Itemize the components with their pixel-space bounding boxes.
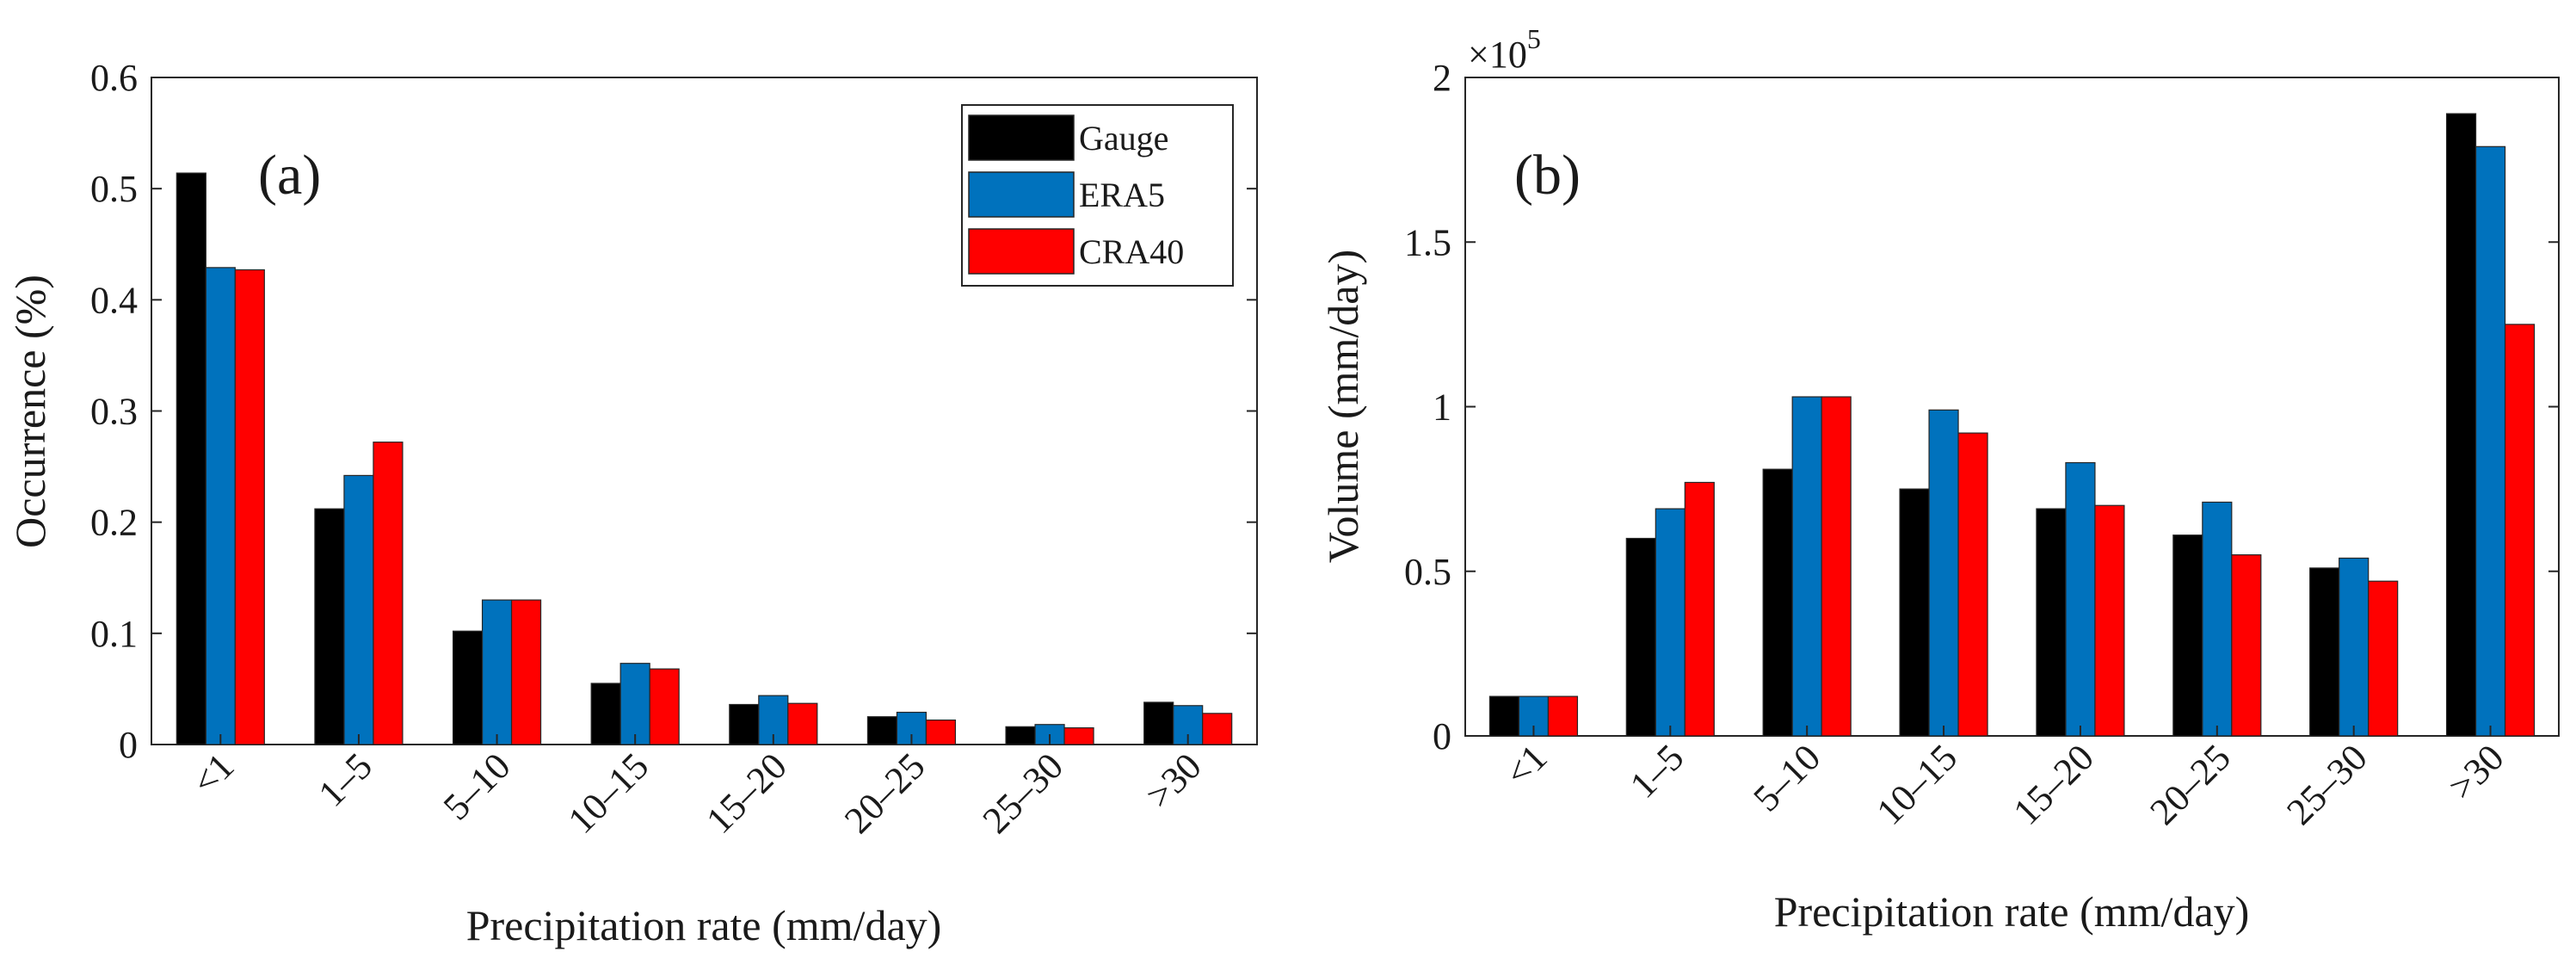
- y-tick-label: 0.2: [90, 502, 138, 544]
- x-tick-label: 10–15: [1869, 736, 1965, 832]
- y-tick-label: 0.5: [90, 168, 138, 210]
- legend-label-cra40: CRA40: [1079, 232, 1184, 271]
- panel-a-occurrence-chart: 0 0.1 0.2 0.3 0.4 0.5 0.6 <1 1–5 5–10 10–15 15–20 2…: [6, 57, 1258, 949]
- x-tick-label: 20–25: [2142, 736, 2238, 832]
- panel-b-x-axis-label: Precipitation rate (mm/day): [1774, 887, 2250, 936]
- multiplier-base: ×10: [1468, 34, 1527, 76]
- panel-b-y-multiplier: ×105: [1468, 23, 1541, 76]
- y-tick-label: 2: [1433, 57, 1451, 99]
- panel-b-bars: [1488, 113, 2536, 737]
- legend-label-era5: ERA5: [1079, 176, 1165, 214]
- bar-cra40-8: [2504, 324, 2536, 737]
- bar-cra40-8: [1202, 713, 1233, 745]
- x-tick-label: >30: [1137, 745, 1209, 816]
- multiplier-exponent: 5: [1527, 23, 1541, 54]
- bar-cra40-2: [1684, 481, 1715, 737]
- bar-cra40-3: [1821, 396, 1852, 737]
- bar-cra40-6: [925, 719, 957, 745]
- bar-cra40-1: [234, 269, 265, 745]
- bar-gauge-4: [590, 683, 621, 745]
- bar-gauge-6: [866, 716, 898, 745]
- bar-gauge-1: [176, 172, 206, 745]
- bar-gauge-2: [314, 508, 345, 745]
- bar-gauge-7: [1005, 726, 1036, 745]
- bar-gauge-7: [2309, 567, 2340, 737]
- x-tick-label: 20–25: [836, 745, 933, 841]
- bar-gauge-3: [452, 630, 484, 745]
- panel-a-x-axis-label: Precipitation rate (mm/day): [466, 901, 942, 949]
- bar-gauge-1: [1488, 695, 1520, 737]
- bar-gauge-5: [729, 703, 760, 745]
- bar-cra40-1: [1547, 695, 1579, 737]
- bar-cra40-5: [787, 702, 818, 745]
- panel-a-y-axis-label: Occurrence (%): [6, 275, 54, 548]
- x-tick-label: 5–10: [1745, 736, 1828, 819]
- y-tick-label: 0.3: [90, 391, 138, 433]
- bar-cra40-7: [2368, 580, 2399, 737]
- bar-era5-5: [2065, 461, 2096, 737]
- x-tick-label: <1: [184, 745, 243, 803]
- panel-a-x-ticks: <1 1–5 5–10 10–15 15–20 20–25 25–30 >30: [184, 734, 1210, 842]
- y-tick-label: 0.1: [90, 613, 138, 655]
- bar-cra40-5: [2094, 504, 2125, 737]
- y-tick-label: 1: [1433, 386, 1451, 429]
- x-tick-label: <1: [1497, 736, 1556, 794]
- y-tick-label: 0.5: [1404, 551, 1451, 593]
- bar-gauge-6: [2172, 535, 2203, 737]
- bar-gauge-2: [1625, 537, 1656, 737]
- bar-gauge-8: [1143, 701, 1174, 745]
- bar-era5-7: [2339, 557, 2370, 737]
- x-tick-label: 25–30: [2278, 736, 2375, 832]
- bar-cra40-6: [2231, 554, 2262, 737]
- bar-era5-4: [619, 663, 650, 745]
- legend-label-gauge: Gauge: [1079, 119, 1168, 158]
- bar-gauge-3: [1762, 468, 1793, 737]
- bar-cra40-4: [1957, 432, 1988, 737]
- y-tick-label: 0: [119, 724, 138, 766]
- x-tick-label: 1–5: [311, 745, 380, 814]
- bar-era5-1: [205, 267, 236, 745]
- legend-swatch-era5: [968, 171, 1075, 218]
- legend-swatch-cra40: [968, 228, 1075, 275]
- y-tick-label: 1.5: [1404, 221, 1451, 263]
- bar-gauge-4: [1899, 488, 1930, 737]
- x-tick-label: 5–10: [435, 745, 519, 828]
- panel-b-y-axis-label: Volume (mm/day): [1319, 250, 1367, 563]
- bar-cra40-7: [1063, 727, 1094, 745]
- bar-era5-8: [2474, 145, 2506, 737]
- x-tick-label: 25–30: [975, 745, 1071, 841]
- panel-b-y-ticks: 0 0.5 1 1.5 2: [1404, 57, 2559, 757]
- panel-a-legend: Gauge ERA5 CRA40: [961, 104, 1234, 287]
- bar-era5-4: [1928, 409, 1959, 737]
- bar-era5-3: [481, 599, 513, 745]
- bar-cra40-4: [649, 668, 680, 745]
- bar-gauge-8: [2445, 113, 2477, 737]
- panel-a-label: (a): [258, 144, 321, 207]
- bar-era5-2: [343, 474, 374, 745]
- panel-b-label: (b): [1514, 144, 1581, 207]
- x-tick-label: >30: [2440, 736, 2511, 807]
- y-tick-label: 0.6: [90, 57, 138, 99]
- panel-b-x-ticks: <1 1–5 5–10 10–15 15–20 20–25 25–30 >30: [1497, 726, 2512, 833]
- y-tick-label: 0.4: [90, 279, 138, 321]
- bar-era5-2: [1655, 508, 1685, 737]
- legend-swatch-gauge: [968, 114, 1075, 161]
- bar-cra40-3: [510, 599, 542, 745]
- bar-cra40-2: [373, 442, 404, 745]
- panel-a-y-ticks: 0 0.1 0.2 0.3 0.4 0.5 0.6: [90, 57, 1257, 766]
- x-tick-label: 15–20: [2006, 736, 2102, 832]
- bar-era5-6: [2202, 501, 2233, 737]
- x-tick-label: 1–5: [1622, 736, 1692, 806]
- x-tick-label: 15–20: [698, 745, 794, 841]
- panel-b-volume-chart: 0 0.5 1 1.5 2 <1 1–5 5–10 10–15 15–20 20–25 25–30 >…: [1319, 23, 2560, 936]
- x-tick-label: 10–15: [560, 745, 656, 841]
- y-tick-label: 0: [1433, 715, 1451, 757]
- bar-gauge-5: [2036, 508, 2067, 737]
- bar-era5-3: [1791, 396, 1822, 737]
